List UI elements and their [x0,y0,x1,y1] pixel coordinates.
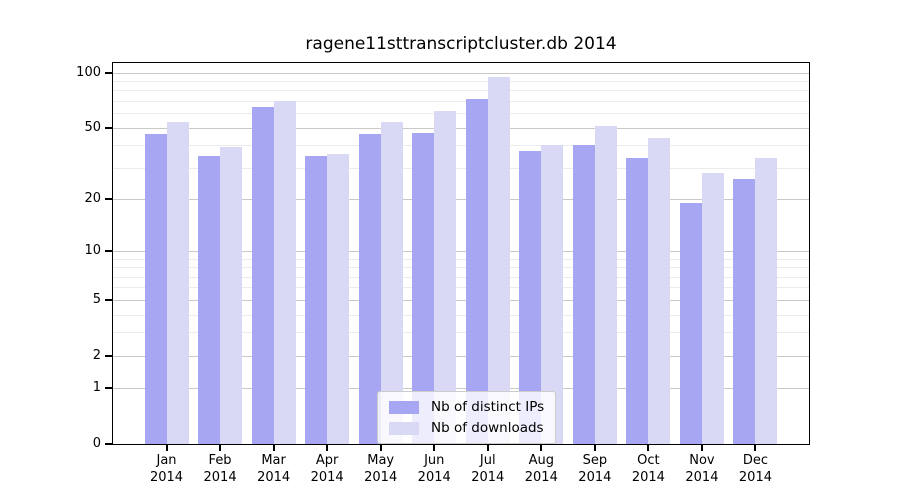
x-tick-label: Mar 2014 [257,453,291,485]
bar-ips-sep [572,145,595,444]
y-tick-mark [105,198,112,201]
x-tick-mark [540,445,543,451]
y-tick-label: 2 [92,347,101,363]
x-tick-mark [593,445,596,451]
bar-ips-may [358,134,381,444]
y-tick-mark [105,298,112,301]
legend: Nb of distinct IPs Nb of downloads [377,391,557,444]
legend-item-distinct-ips: Nb of distinct IPs [389,399,544,415]
y-tick-label: 50 [84,119,101,135]
bar-ips-apr [305,155,328,444]
gridline-minor [113,90,809,92]
gridline-minor [113,276,809,278]
bar-downloads-feb [220,147,243,444]
chart-title: ragene11sttranscriptcluster.db 2014 [305,34,617,54]
gridline-minor [113,267,809,269]
x-tick-mark [326,445,329,451]
x-tick-mark [219,445,222,451]
bar-ips-mar [251,106,274,444]
plot-area: Nb of distinct IPs Nb of downloads [112,62,810,445]
bar-ips-dec [733,178,756,444]
y-tick-mark [105,126,112,129]
x-tick-mark [647,445,650,451]
y-tick-mark [105,443,112,445]
gridline-major [113,299,809,301]
gridline-minor [113,258,809,260]
x-tick-mark [379,445,382,451]
bar-downloads-jan [166,121,189,444]
x-tick-mark [272,445,275,451]
y-tick-mark [105,250,112,253]
x-tick-label: Jul 2014 [471,453,505,485]
legend-swatch-distinct-ips [389,400,419,414]
gridline-minor [113,332,809,334]
bars-layer [113,63,809,444]
x-tick-label: Jun 2014 [417,453,451,485]
y-tick-mark [105,71,112,74]
legend-label-downloads: Nb of downloads [431,420,544,436]
gridline-minor [113,314,809,316]
y-tick-mark [105,387,112,390]
bar-downloads-mar [273,101,296,444]
gridline-major [113,388,809,390]
bar-ips-aug [519,151,542,444]
x-tick-label: Oct 2014 [631,453,665,485]
bar-ips-nov [679,203,702,444]
x-tick-mark [433,445,436,451]
x-tick-label: Aug 2014 [524,453,558,485]
bar-ips-jun [412,132,435,444]
x-tick-mark [486,445,489,451]
bar-downloads-oct [648,137,671,444]
bar-downloads-aug [541,145,564,444]
gridline-major [113,251,809,253]
bar-downloads-jun [434,110,457,444]
gridline-minor [113,145,809,147]
y-tick-mark [105,354,112,357]
gridline-minor [113,101,809,103]
bar-ips-oct [626,157,649,444]
y-tick-label: 100 [76,64,101,80]
x-tick-label: Nov 2014 [685,453,719,485]
gridline-major [113,355,809,357]
legend-item-downloads: Nb of downloads [389,420,544,436]
y-tick-label: 10 [84,243,101,259]
gridline-major [113,199,809,201]
bar-downloads-jul [487,76,510,444]
y-tick-label: 0 [92,436,101,451]
gridline-minor [113,167,809,169]
bar-downloads-dec [755,157,778,444]
legend-swatch-downloads [389,421,419,435]
bar-ips-feb [198,155,221,444]
y-tick-label: 5 [92,291,101,307]
bar-downloads-sep [594,126,617,444]
legend-label-distinct-ips: Nb of distinct IPs [431,399,545,415]
x-tick-label: Dec 2014 [738,453,772,485]
y-tick-label: 20 [84,191,101,207]
gridline-major [113,127,809,129]
x-tick-label: Apr 2014 [310,453,344,485]
gridline-major [113,72,809,74]
x-tick-label: Feb 2014 [203,453,237,485]
x-tick-mark [754,445,757,451]
gridline-minor [113,81,809,83]
gridline-minor [113,287,809,289]
bar-ips-jan [144,134,167,444]
x-tick-mark [700,445,703,451]
y-tick-label: 1 [92,380,101,396]
bar-downloads-apr [327,153,350,444]
x-tick-label: Jan 2014 [149,453,184,485]
bar-ips-jul [465,98,488,444]
x-tick-label: May 2014 [364,453,398,485]
x-tick-mark [165,445,168,451]
bar-downloads-may [380,121,403,444]
x-tick-label: Sep 2014 [578,453,612,485]
gridline-minor [113,113,809,115]
bar-downloads-nov [701,173,724,444]
